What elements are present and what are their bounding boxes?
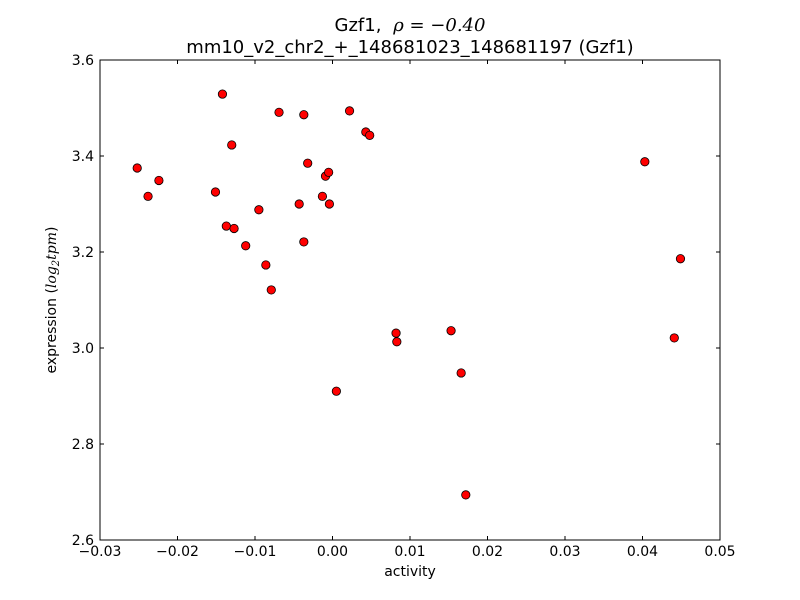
y-axis-label-log: log bbox=[44, 266, 60, 288]
x-tick-label: 0.03 bbox=[549, 544, 580, 560]
data-point bbox=[331, 386, 341, 396]
data-point bbox=[274, 107, 284, 117]
data-point bbox=[446, 326, 456, 336]
chart-title: Gzf1, ρ = −0.40 bbox=[335, 15, 486, 36]
x-tick-label: 0.02 bbox=[472, 544, 503, 560]
y-tick-label: 2.8 bbox=[72, 437, 94, 453]
axis-tick-labels: −0.03 −0.02 −0.01 0.00 0.01 0.02 0.03 0.04 0.05 2… bbox=[72, 53, 736, 560]
data-point bbox=[294, 199, 304, 209]
data-point bbox=[391, 328, 401, 338]
data-point bbox=[365, 130, 375, 140]
plot-area bbox=[99, 59, 721, 541]
y-axis-label: expression (log2tpm) bbox=[44, 226, 62, 373]
data-point bbox=[324, 167, 334, 177]
x-tick-label: 0.05 bbox=[704, 544, 735, 560]
title-gene: Gzf1, bbox=[335, 15, 382, 36]
data-point bbox=[324, 199, 334, 209]
y-tick-label: 3.4 bbox=[72, 149, 94, 165]
data-point bbox=[227, 140, 237, 150]
data-point bbox=[303, 158, 313, 168]
data-point bbox=[669, 333, 679, 343]
chart-subtitle: mm10_v2_chr2_+_148681023_148681197 (Gzf1… bbox=[186, 37, 633, 58]
data-point bbox=[154, 175, 164, 186]
data-point bbox=[675, 254, 686, 264]
x-tick-label: 0.00 bbox=[317, 544, 348, 560]
x-tick-label: 0.01 bbox=[394, 544, 425, 560]
data-point bbox=[299, 110, 309, 120]
data-point bbox=[261, 260, 271, 270]
data-point bbox=[254, 205, 264, 215]
data-point bbox=[210, 187, 221, 197]
data-point bbox=[299, 237, 309, 247]
data-points bbox=[132, 89, 686, 500]
y-tick-label: 2.6 bbox=[72, 533, 94, 549]
title-rho: ρ = −0.40 bbox=[392, 15, 485, 36]
data-point bbox=[317, 191, 328, 201]
y-tick-label: 3.0 bbox=[72, 341, 94, 357]
data-point bbox=[221, 221, 231, 231]
y-axis-label-sub: 2 bbox=[51, 260, 62, 267]
axis-ticks bbox=[99, 59, 721, 541]
x-tick-label: 0.04 bbox=[627, 544, 658, 560]
y-axis-label-text: expression ( bbox=[44, 288, 60, 373]
x-tick-label: −0.02 bbox=[156, 544, 199, 560]
x-tick-label: −0.03 bbox=[79, 544, 122, 560]
data-point bbox=[143, 191, 153, 201]
data-point bbox=[640, 157, 650, 167]
y-tick-label: 3.6 bbox=[72, 53, 94, 69]
data-point bbox=[344, 106, 355, 116]
data-point bbox=[229, 223, 239, 234]
x-axis-label: activity bbox=[384, 564, 436, 580]
data-point bbox=[456, 368, 466, 378]
data-point bbox=[461, 490, 471, 500]
data-point bbox=[392, 337, 402, 347]
data-point bbox=[217, 89, 228, 99]
y-tick-label: 3.2 bbox=[72, 245, 94, 261]
y-axis-label-tpm: tpm bbox=[44, 232, 60, 260]
y-axis-label-close: ) bbox=[44, 226, 60, 231]
data-point bbox=[266, 285, 276, 295]
x-tick-label: −0.01 bbox=[234, 544, 277, 560]
data-point bbox=[132, 163, 142, 173]
data-point bbox=[241, 241, 251, 251]
